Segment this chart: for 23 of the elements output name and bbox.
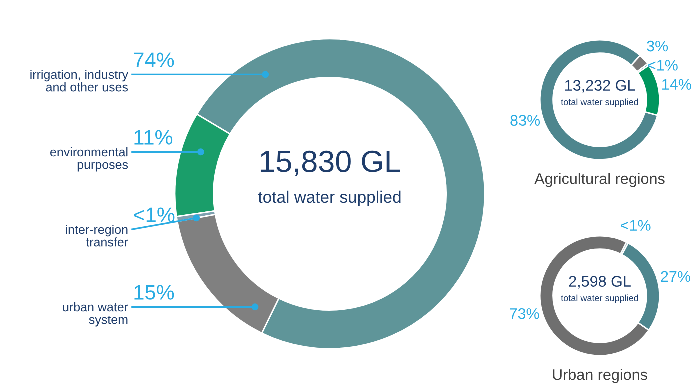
data-label: 11% [134, 130, 173, 145]
text: 13,232 GL [565, 80, 636, 93]
text: 2,598 GL [569, 276, 631, 289]
text: Urban regions [553, 369, 648, 384]
slice-label: urban water system [63, 302, 128, 327]
data-label: 15% [134, 285, 174, 300]
slice-label: inter-region transfer [66, 225, 128, 247]
text: Agricultural regions [534, 173, 665, 188]
slice-label: environmental purposes [50, 148, 128, 172]
data-label: 73% [510, 308, 540, 320]
data-label: 27% [661, 271, 690, 282]
data-label: <1% [621, 220, 651, 231]
data-label: <1% [134, 208, 175, 222]
data-label: 3% [647, 40, 668, 52]
data-label: 14% [662, 79, 692, 90]
text: total water supplied [561, 294, 638, 304]
data-label: 74% [134, 52, 174, 68]
text: total water supplied [561, 98, 638, 108]
data-label: 83% [510, 115, 540, 126]
text: 15,830 GL [260, 150, 400, 176]
slice-label: irrigation, industry and other uses [30, 70, 128, 92]
text: total water supplied [258, 190, 401, 206]
data-label: <1% [648, 60, 678, 71]
